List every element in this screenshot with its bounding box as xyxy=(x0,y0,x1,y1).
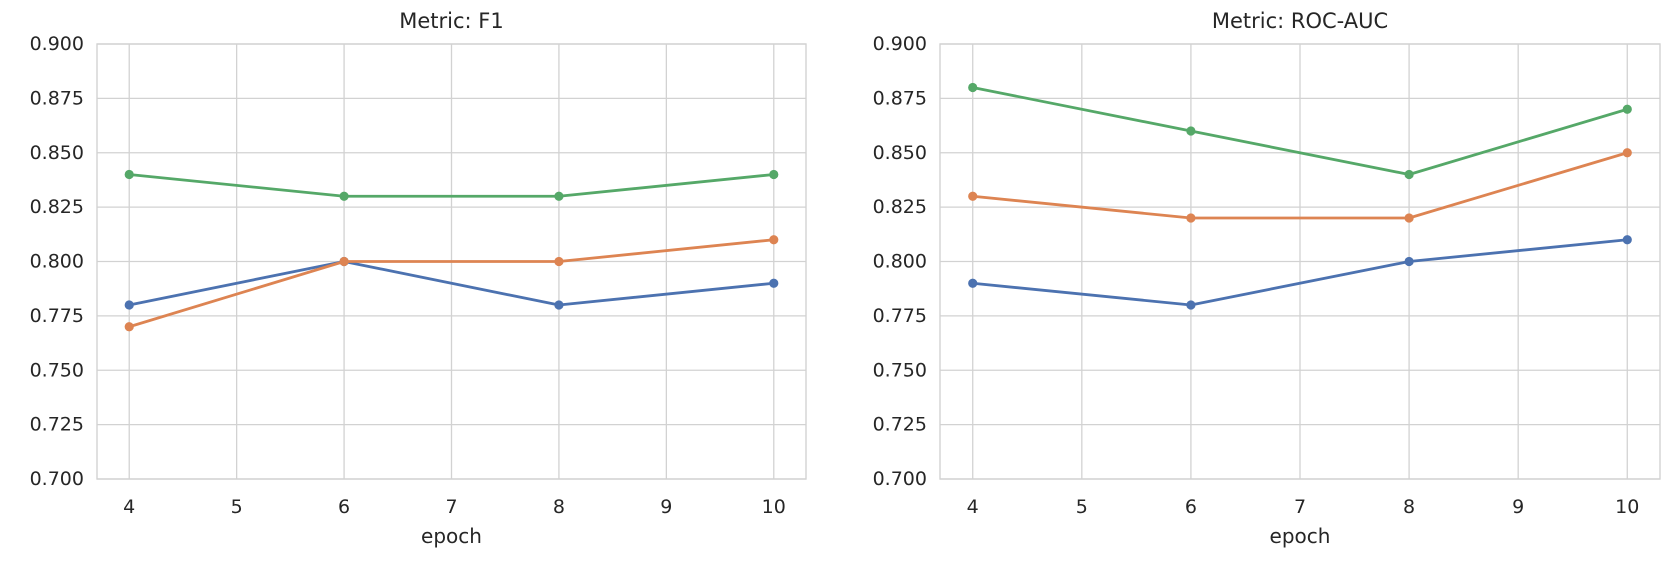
chart-panel-roc-auc: Metric: ROC-AUC 0.900 0.875 0.850 0.825 0.80… xyxy=(837,0,1673,565)
y-tick-label: 0.775 xyxy=(30,305,84,327)
y-tick-label: 0.850 xyxy=(30,142,84,164)
series-orange-marker xyxy=(769,235,779,245)
line-chart-f1: 0.900 0.875 0.850 0.825 0.800 0.775 0.750 0.725… xyxy=(30,33,807,518)
series-green-marker xyxy=(968,82,978,93)
series-green-marker xyxy=(1186,126,1196,136)
y-tick-label: 0.725 xyxy=(30,414,84,436)
y-tick-label: 0.900 xyxy=(873,33,927,55)
y-tick-label: 0.875 xyxy=(30,87,84,109)
series-green-marker xyxy=(124,169,134,180)
series-blue-line xyxy=(127,260,776,307)
line-chart-roc-auc: 0.900 0.875 0.850 0.825 0.800 0.775 0.750 0.725… xyxy=(873,33,1661,518)
x-tick-label: 4 xyxy=(967,496,979,518)
y-tick-label: 0.875 xyxy=(873,87,927,109)
series-green-marker xyxy=(1404,169,1414,180)
series-green-marker xyxy=(554,191,564,201)
chart-title-roc-auc: Metric: ROC-AUC xyxy=(1211,9,1389,33)
x-tick-label: 8 xyxy=(553,496,565,518)
series-green-marker xyxy=(769,169,779,180)
x-tick-label: 10 xyxy=(1615,496,1639,518)
series-green-marker xyxy=(339,191,349,201)
series-blue-marker xyxy=(1186,300,1196,310)
series-orange-marker xyxy=(339,256,349,267)
series-orange-marker xyxy=(1186,213,1196,223)
y-tick-label: 0.775 xyxy=(873,305,927,327)
x-tick-label: 6 xyxy=(338,496,350,518)
y-tick-label: 0.800 xyxy=(30,251,84,273)
series-blue-marker xyxy=(1622,235,1632,245)
x-tick-label: 6 xyxy=(1185,496,1197,518)
series-orange-marker xyxy=(554,256,564,267)
chart-panel-f1: Metric: F1 0.900 0.875 0.850 0.825 0.800 0.77… xyxy=(0,0,836,565)
y-tick-label: 0.750 xyxy=(30,359,84,381)
series-orange-line xyxy=(127,238,776,329)
x-tick-label: 4 xyxy=(123,496,135,518)
y-tick-label: 0.825 xyxy=(30,196,84,218)
series-green-line xyxy=(971,86,1629,176)
x-tick-label: 7 xyxy=(445,496,457,518)
series-orange-marker xyxy=(124,322,134,332)
plot-border xyxy=(939,43,1661,480)
x-tick-label: 7 xyxy=(1294,496,1306,518)
x-tick-label: 9 xyxy=(660,496,672,518)
x-tick-label: 5 xyxy=(1076,496,1088,518)
series-green-marker xyxy=(1622,104,1632,114)
x-tick-label: 5 xyxy=(231,496,243,518)
y-tick-label: 0.900 xyxy=(30,33,84,55)
plot-border xyxy=(96,43,807,480)
series-orange-line xyxy=(971,151,1629,220)
chart-title-f1: Metric: F1 xyxy=(399,9,504,33)
y-tick-label: 0.725 xyxy=(873,414,927,436)
series-blue-marker xyxy=(554,300,564,310)
x-tick-label: 10 xyxy=(762,496,786,518)
x-axis-label-roc-auc: epoch xyxy=(1269,524,1331,548)
series-orange-marker xyxy=(968,191,978,201)
x-axis-label-f1: epoch xyxy=(421,524,482,548)
y-tick-label: 0.700 xyxy=(873,468,927,490)
y-tick-label: 0.825 xyxy=(873,196,927,218)
series-blue-line xyxy=(971,238,1629,307)
series-blue-marker xyxy=(769,278,779,288)
series-green-line xyxy=(127,173,776,198)
y-tick-label: 0.800 xyxy=(873,251,927,273)
series-blue-marker xyxy=(968,278,978,288)
x-tick-label: 8 xyxy=(1403,496,1415,518)
series-blue-marker xyxy=(124,300,134,310)
y-tick-label: 0.750 xyxy=(873,359,927,381)
series-blue-marker xyxy=(1404,256,1414,267)
series-orange-marker xyxy=(1404,213,1414,223)
y-tick-label: 0.700 xyxy=(30,468,84,490)
x-tick-label: 9 xyxy=(1512,496,1524,518)
y-tick-label: 0.850 xyxy=(873,142,927,164)
series-orange-marker xyxy=(1622,148,1632,158)
